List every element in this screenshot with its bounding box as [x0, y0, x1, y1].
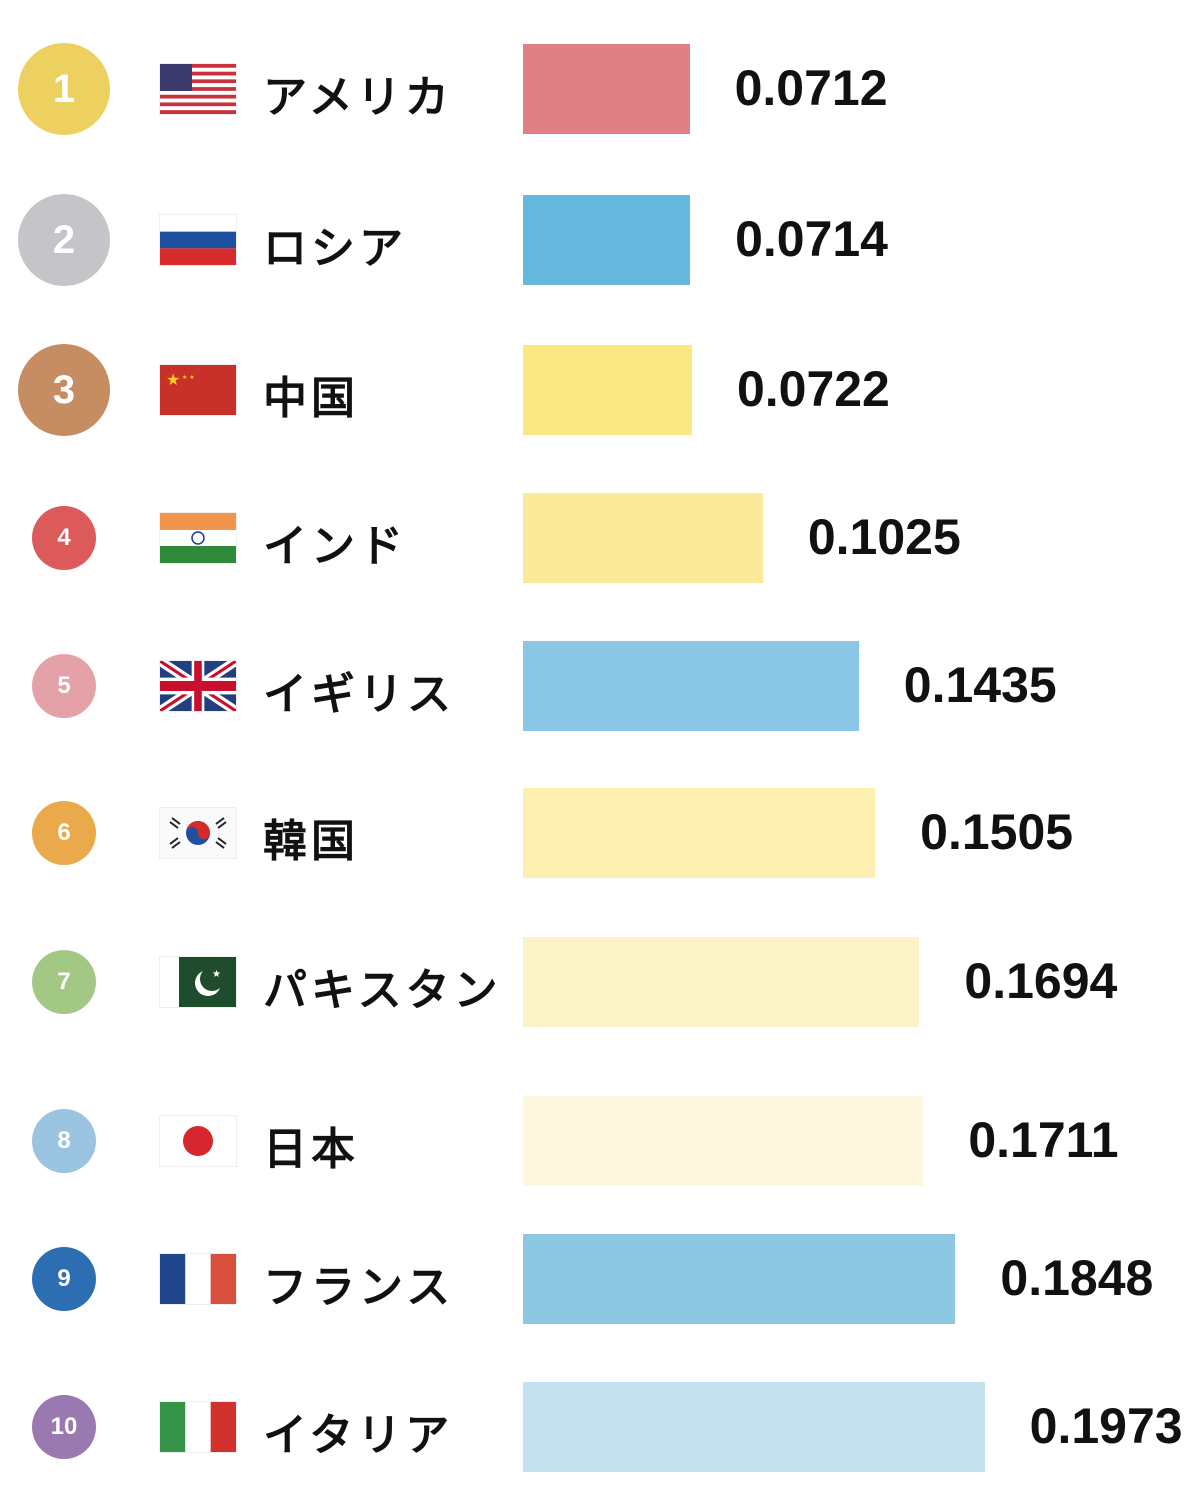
rank-badge: 10 — [32, 1395, 96, 1459]
chart-row: 7 ★ パキスタン 0.1694 — [0, 907, 1200, 1057]
rank-badge: 7 — [32, 950, 96, 1014]
value-label: 0.1694 — [964, 953, 1118, 1009]
chart-row: 10 イタリア 0.1973 — [0, 1352, 1200, 1502]
rank-badge: 3 — [18, 344, 110, 436]
country-label: ロシア — [263, 223, 407, 274]
flag-fr-icon — [160, 1254, 236, 1304]
value-label: 0.1025 — [807, 509, 961, 565]
flag-jp-icon — [160, 1116, 236, 1166]
bar — [523, 641, 859, 731]
country-label: フランス — [263, 1262, 455, 1313]
bar — [523, 1234, 956, 1324]
value-label: 0.1848 — [1000, 1250, 1154, 1306]
bar — [523, 1382, 985, 1472]
value-label: 0.1711 — [968, 1112, 1119, 1168]
chart-row: 3 ★ ★ ★ 中国 0.0722 — [0, 315, 1200, 465]
value-label: 0.0712 — [734, 60, 888, 116]
bar — [523, 937, 920, 1027]
flag-cn-icon: ★ ★ ★ — [160, 365, 236, 415]
rank-badge: 2 — [18, 194, 110, 286]
svg-text:★ ★: ★ ★ — [182, 374, 195, 381]
flag-kr-icon — [160, 808, 236, 858]
svg-text:★: ★ — [212, 969, 221, 980]
country-label: イギリス — [263, 669, 455, 720]
chart-row: 2 ロシア 0.0714 — [0, 165, 1200, 315]
bar — [523, 1096, 924, 1186]
country-label: パキスタン — [263, 965, 502, 1016]
bar — [523, 493, 763, 583]
country-label: イタリア — [263, 1410, 454, 1461]
bar — [523, 44, 690, 134]
bar — [523, 195, 691, 285]
svg-text:★: ★ — [166, 370, 180, 389]
chart-row: 6 韓国 0.1505 — [0, 758, 1200, 908]
country-label: アメリカ — [263, 72, 453, 123]
country-label: インド — [263, 521, 407, 572]
bar — [523, 788, 876, 878]
flag-gb-icon — [160, 661, 236, 711]
flag-in-icon — [160, 513, 236, 563]
flag-pk-icon: ★ — [160, 957, 236, 1007]
chart-row: 1 アメリカ 0.0712 — [0, 14, 1200, 164]
bar — [523, 345, 692, 435]
flag-it-icon — [160, 1402, 236, 1452]
value-label: 0.0722 — [736, 361, 890, 417]
value-label: 0.0714 — [735, 211, 888, 267]
rank-badge: 1 — [18, 43, 110, 135]
value-label: 0.1505 — [920, 804, 1074, 860]
value-label: 0.1435 — [903, 657, 1057, 713]
country-label: 中国 — [263, 373, 359, 424]
chart-row: 4 インド 0.1025 — [0, 463, 1200, 613]
rank-badge: 8 — [32, 1109, 96, 1173]
rank-badge: 9 — [32, 1247, 96, 1311]
value-label: 0.1973 — [1029, 1398, 1183, 1454]
chart-row: 5 イギリス 0.1435 — [0, 611, 1200, 761]
chart-row: 8 日本 0.1711 — [0, 1066, 1200, 1216]
rank-badge: 4 — [32, 506, 96, 570]
rank-badge: 5 — [32, 654, 96, 718]
country-label: 日本 — [263, 1124, 359, 1175]
rank-badge: 6 — [32, 801, 96, 865]
flag-ru-icon — [160, 215, 236, 265]
flag-us-icon — [160, 64, 236, 114]
country-label: 韓国 — [263, 816, 359, 867]
chart-row: 9 フランス 0.1848 — [0, 1204, 1200, 1354]
